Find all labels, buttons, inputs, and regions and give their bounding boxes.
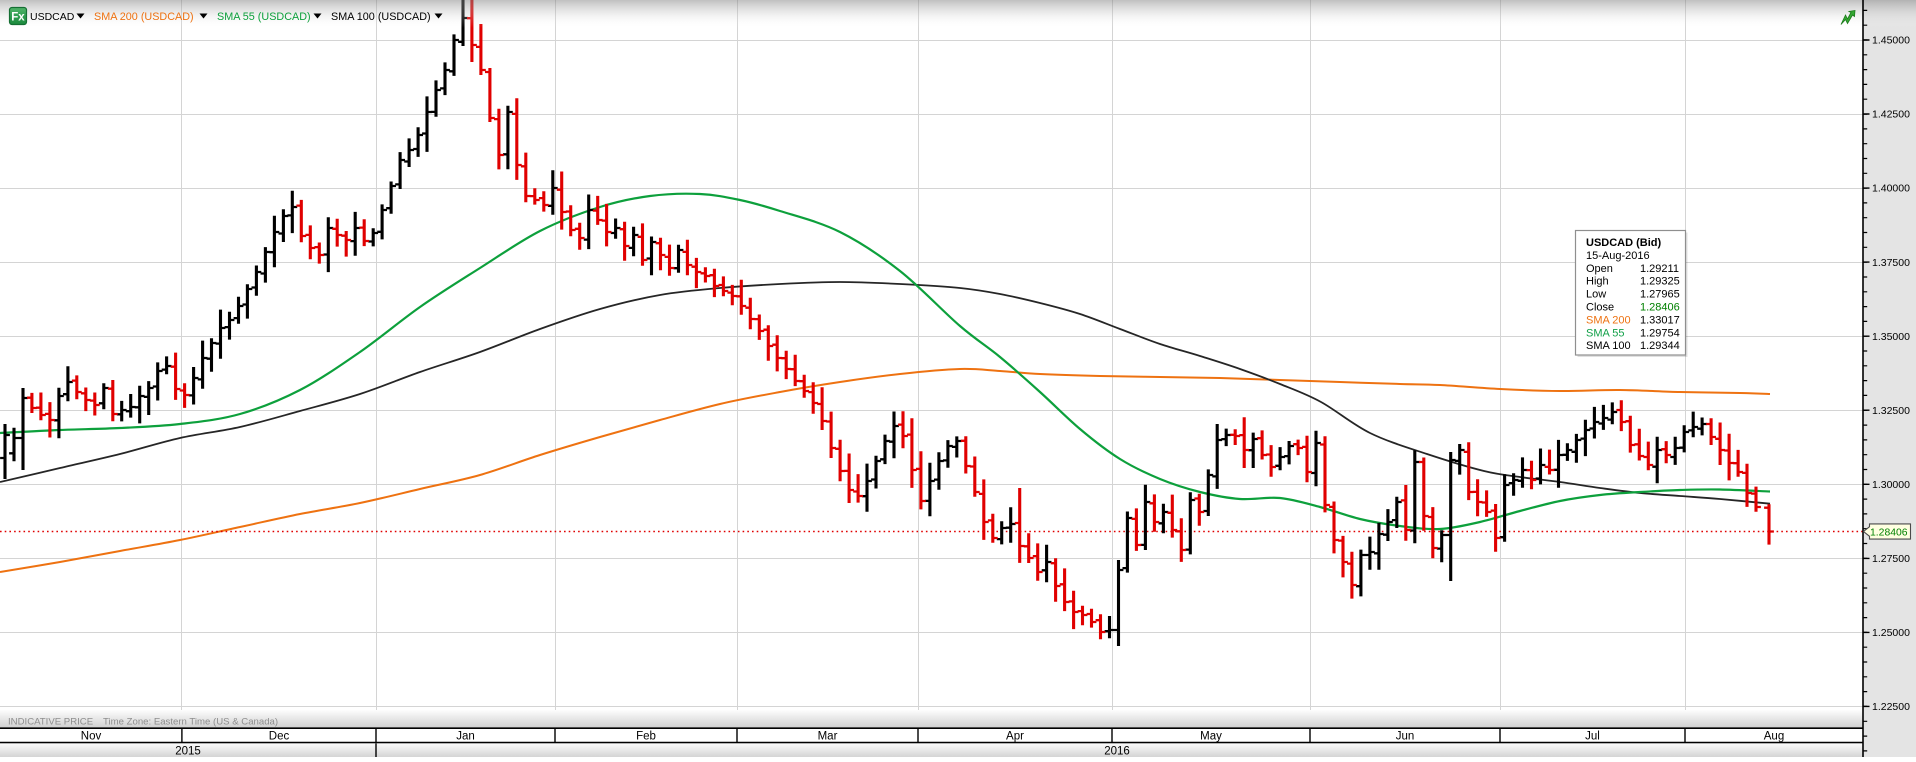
svg-text:Mar: Mar — [818, 731, 838, 743]
svg-text:Jun: Jun — [1396, 731, 1415, 743]
svg-text:1.22500: 1.22500 — [1872, 701, 1910, 713]
svg-text:1.29211: 1.29211 — [1640, 263, 1679, 275]
svg-text:1.45000: 1.45000 — [1872, 35, 1910, 47]
svg-text:Close: Close — [1586, 302, 1614, 314]
svg-text:1.27965: 1.27965 — [1640, 289, 1680, 301]
svg-text:May: May — [1200, 731, 1222, 743]
svg-text:SMA 55 (USDCAD): SMA 55 (USDCAD) — [217, 11, 311, 23]
svg-text:15-Aug-2016: 15-Aug-2016 — [1586, 250, 1650, 262]
svg-text:INDICATIVE PRICE: INDICATIVE PRICE — [8, 717, 93, 728]
svg-text:Open: Open — [1586, 263, 1613, 275]
svg-text:1.35000: 1.35000 — [1872, 331, 1910, 343]
svg-text:1.28406: 1.28406 — [1870, 527, 1908, 538]
svg-text:SMA 200: SMA 200 — [1586, 314, 1631, 326]
svg-text:SMA 100 (USDCAD): SMA 100 (USDCAD) — [331, 11, 431, 23]
svg-text:SMA 100: SMA 100 — [1586, 340, 1631, 352]
svg-text:1.29344: 1.29344 — [1640, 340, 1680, 352]
svg-text:USDCAD: USDCAD — [30, 11, 75, 23]
svg-text:1.32500: 1.32500 — [1872, 405, 1910, 417]
svg-text:USDCAD (Bid): USDCAD (Bid) — [1586, 237, 1661, 249]
svg-text:Apr: Apr — [1006, 731, 1024, 743]
svg-text:1.29325: 1.29325 — [1640, 276, 1680, 288]
svg-text:Jul: Jul — [1585, 731, 1600, 743]
svg-text:Fx: Fx — [11, 12, 25, 24]
svg-text:Jan: Jan — [456, 731, 475, 743]
svg-text:2015: 2015 — [175, 746, 201, 758]
svg-text:2016: 2016 — [1104, 746, 1130, 758]
svg-text:1.37500: 1.37500 — [1872, 257, 1910, 269]
svg-text:Nov: Nov — [81, 731, 102, 743]
svg-text:Dec: Dec — [269, 731, 290, 743]
svg-text:1.42500: 1.42500 — [1872, 109, 1910, 121]
svg-text:1.28406: 1.28406 — [1640, 302, 1680, 314]
svg-text:1.30000: 1.30000 — [1872, 479, 1910, 491]
svg-text:SMA 55: SMA 55 — [1586, 327, 1625, 339]
svg-text:1.40000: 1.40000 — [1872, 183, 1910, 195]
svg-text:SMA 200 (USDCAD): SMA 200 (USDCAD) — [94, 11, 194, 23]
svg-text:1.29754: 1.29754 — [1640, 327, 1680, 339]
svg-text:1.25000: 1.25000 — [1872, 627, 1910, 639]
svg-text:High: High — [1586, 276, 1609, 288]
svg-text:Low: Low — [1586, 289, 1606, 301]
svg-text:Time Zone: Eastern Time (US &: Time Zone: Eastern Time (US & Canada) — [103, 717, 278, 728]
svg-text:1.27500: 1.27500 — [1872, 553, 1910, 565]
svg-text:Aug: Aug — [1764, 731, 1784, 743]
svg-text:1.33017: 1.33017 — [1640, 314, 1680, 326]
svg-text:Feb: Feb — [636, 731, 656, 743]
